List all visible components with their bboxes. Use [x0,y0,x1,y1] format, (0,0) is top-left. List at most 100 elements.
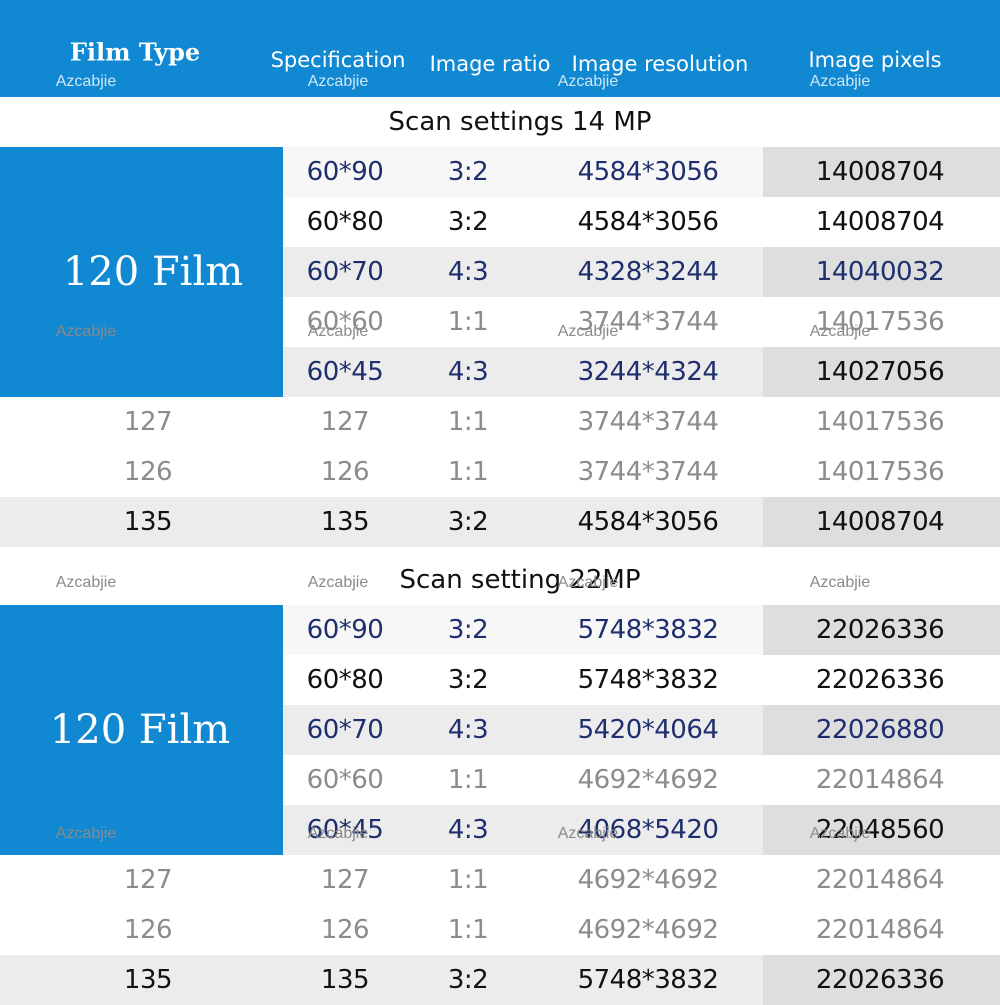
row-background [763,705,1000,755]
row-background [763,497,1000,547]
row-background [763,347,1000,397]
table-cell: 3:2 [447,665,489,695]
group-cell [0,147,283,397]
row-background [283,905,763,955]
table-cell: 1:1 [447,765,489,795]
row-background [283,805,763,855]
watermark: Azcabjie [809,323,871,340]
table-cell: 3244*4324 [577,357,719,387]
watermark: Azcabjie [809,825,871,842]
row-background [763,147,1000,197]
table-cell: 5748*3832 [577,665,719,695]
table-cell: 127 [320,865,370,895]
table-cell: 4584*3056 [577,207,719,237]
table-cell: 60*45 [306,357,384,387]
table-cell: 22026336 [815,965,945,995]
row-background [763,247,1000,297]
table-cell: 60*90 [306,157,384,187]
table-cell: 14017536 [815,407,945,437]
watermark: Azcabjie [55,574,117,591]
row-background [763,397,1000,447]
row-background [763,447,1000,497]
row-background [763,655,1000,705]
table-cell: 4328*3244 [577,257,719,287]
table-cell: 3744*3744 [577,407,719,437]
header-label: Film Type [69,37,201,67]
table-cell: 60*80 [306,207,384,237]
table-cell: 5748*3832 [577,965,719,995]
table-cell: 60*70 [306,257,384,287]
table-cell: 135 [320,507,370,537]
table-cell: 14017536 [815,307,945,337]
row-background [763,755,1000,805]
row-background [763,955,1000,1005]
table-cell: 22014864 [815,915,945,945]
table-cell: 4692*4692 [577,765,719,795]
row-background [283,297,763,347]
row-background [763,605,1000,655]
table-cell: 1:1 [447,407,489,437]
group-label: 120 Film [49,707,231,753]
table-cell: 135 [123,507,173,537]
table-cell: 22026880 [815,715,945,745]
watermark: Azcabjie [557,73,619,90]
watermark: Azcabjie [307,825,369,842]
table-cell: 126 [123,457,173,487]
table-cell: 22048560 [815,815,945,845]
watermark: Azcabjie [307,73,369,90]
table-cell: 4:3 [447,715,489,745]
table-cell: 126 [320,915,370,945]
row-background [283,705,763,755]
group-label: 120 Film [62,249,244,295]
table-cell: 3:2 [447,207,489,237]
table-cell: 14008704 [815,157,945,187]
row-background [0,497,283,547]
watermark: Azcabjie [557,574,619,591]
table-cell: 60*70 [306,715,384,745]
table-cell: 14040032 [815,257,945,287]
table-cell: 14008704 [815,507,945,537]
watermark: Azcabjie [55,825,117,842]
table-cell: 4584*3056 [577,157,719,187]
row-background [0,397,283,447]
table-cell: 3:2 [447,507,489,537]
row-background [283,855,763,905]
group-cell [0,605,283,855]
table-cell: 4692*4692 [577,915,719,945]
table-cell: 60*60 [306,765,384,795]
watermark: Azcabjie [55,73,117,90]
row-background [283,497,763,547]
row-background [283,605,763,655]
row-background [283,655,763,705]
watermark: Azcabjie [307,323,369,340]
header-bar [0,0,1000,97]
row-background [763,197,1000,247]
table-cell: 3744*3744 [577,457,719,487]
table-cell: 4692*4692 [577,865,719,895]
row-background [283,147,763,197]
header-label: Specification [270,48,406,72]
row-background [763,805,1000,855]
table-cell: 3:2 [447,965,489,995]
table-cell: 60*60 [306,307,384,337]
watermark: Azcabjie [809,574,871,591]
row-background [283,755,763,805]
row-background [283,955,763,1005]
row-background [0,955,283,1005]
table-cell: 60*80 [306,665,384,695]
table-cell: 14027056 [815,357,945,387]
table-cell: 22026336 [815,665,945,695]
watermark: Azcabjie [55,323,117,340]
table-cell: 126 [320,457,370,487]
table-cell: 4:3 [447,257,489,287]
table-cell: 5748*3832 [577,615,719,645]
row-background [283,397,763,447]
table-cell: 5420*4064 [577,715,719,745]
row-background [283,197,763,247]
table-cell: 126 [123,915,173,945]
table-cell: 3:2 [447,615,489,645]
watermark: Azcabjie [557,825,619,842]
table-cell: 14008704 [815,207,945,237]
table-cell: 135 [320,965,370,995]
table-cell: 3744*3744 [577,307,719,337]
